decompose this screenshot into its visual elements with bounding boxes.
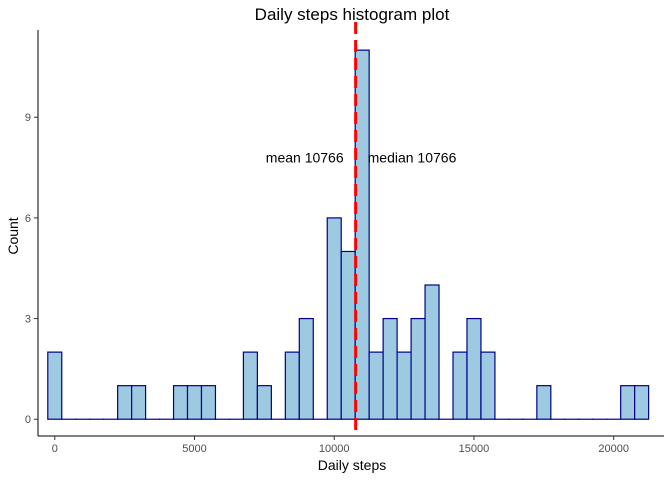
histogram-bar xyxy=(242,351,258,420)
x-tick-label: 20000 xyxy=(598,443,629,455)
histogram-bar xyxy=(382,317,398,420)
histogram-bar xyxy=(186,385,203,420)
y-tick-label: 3 xyxy=(25,314,31,326)
y-tick-label: 0 xyxy=(25,414,31,426)
histogram-bar xyxy=(368,351,384,420)
histogram-bar xyxy=(200,385,217,420)
histogram-bar xyxy=(256,385,272,420)
y-tick-label: 9 xyxy=(25,112,31,124)
histogram-bar xyxy=(396,351,412,420)
x-tick-label: 10000 xyxy=(319,443,350,455)
histogram-bar xyxy=(536,385,552,420)
bars-layer xyxy=(47,49,650,420)
x-tick-label: 0 xyxy=(52,443,58,455)
histogram-bar xyxy=(117,385,133,420)
histogram-bar xyxy=(452,351,468,420)
histogram-bar xyxy=(131,385,147,420)
y-axis-title: Count xyxy=(5,217,21,254)
mean-annotation: mean 10766 xyxy=(266,150,344,166)
x-axis-title: Daily steps xyxy=(318,457,386,473)
x-tick-label: 5000 xyxy=(182,443,206,455)
histogram-bar xyxy=(466,317,482,420)
histogram-bar xyxy=(298,317,314,420)
histogram-bar xyxy=(284,351,300,420)
histogram-bar xyxy=(340,250,356,420)
x-tick-label: 15000 xyxy=(459,443,490,455)
histogram-bar xyxy=(424,284,440,420)
axes xyxy=(37,30,664,437)
ticks: 0 5000 10000 15000 20000 0 3 6 9 xyxy=(25,112,629,455)
histogram-bar xyxy=(354,49,370,420)
histogram-bar xyxy=(410,317,426,420)
histogram-bar xyxy=(172,385,189,420)
histogram-bar xyxy=(480,351,496,420)
median-annotation: median 10766 xyxy=(368,150,457,166)
histogram-bar xyxy=(47,351,63,420)
histogram-bar xyxy=(620,385,636,420)
chart-title: Daily steps histogram plot xyxy=(255,5,450,24)
histogram-bar xyxy=(634,385,650,420)
histogram-bar xyxy=(326,217,342,420)
y-tick-label: 6 xyxy=(25,213,31,225)
